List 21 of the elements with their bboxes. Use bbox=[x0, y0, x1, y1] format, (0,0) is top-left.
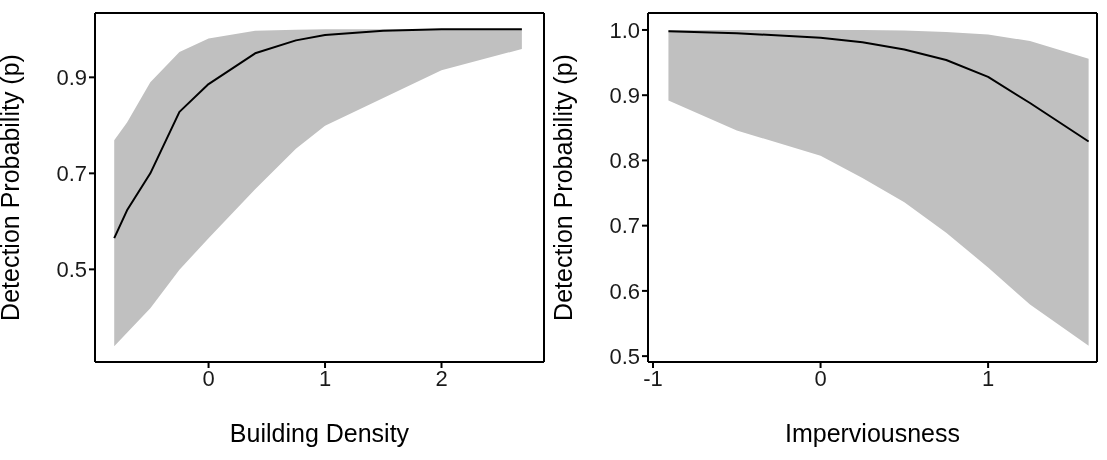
line-series bbox=[667, 30, 1090, 143]
x-tick-label: 0 bbox=[202, 365, 215, 391]
x-tick-label: -1 bbox=[643, 365, 663, 391]
y-tick-label: 0.5 bbox=[56, 257, 87, 283]
y-tick-label: 0.9 bbox=[56, 65, 87, 91]
x-tick-label: 0 bbox=[814, 365, 827, 391]
y-tick-label: 0.7 bbox=[609, 213, 640, 239]
x-tick-label: 1 bbox=[318, 365, 332, 391]
y-tick-label: 1.0 bbox=[609, 17, 640, 43]
y-tick-label: 0.5 bbox=[609, 343, 640, 369]
y-tick-label: 0.8 bbox=[609, 148, 640, 174]
y-axis-title: Detection Probability (p) bbox=[548, 54, 577, 321]
x-tick-label: 2 bbox=[435, 365, 448, 391]
line-series bbox=[113, 28, 523, 240]
x-axis-title: Imperviousness bbox=[784, 419, 961, 447]
x-axis-title: Building Density bbox=[229, 419, 410, 447]
y-tick-label: 0.6 bbox=[609, 278, 640, 304]
y-axis-title: Detection Probability (p) bbox=[0, 54, 24, 321]
y-tick-label: 0.7 bbox=[56, 161, 87, 187]
y-tick-label: 0.9 bbox=[609, 83, 640, 108]
x-tick-label: 1 bbox=[981, 365, 995, 391]
